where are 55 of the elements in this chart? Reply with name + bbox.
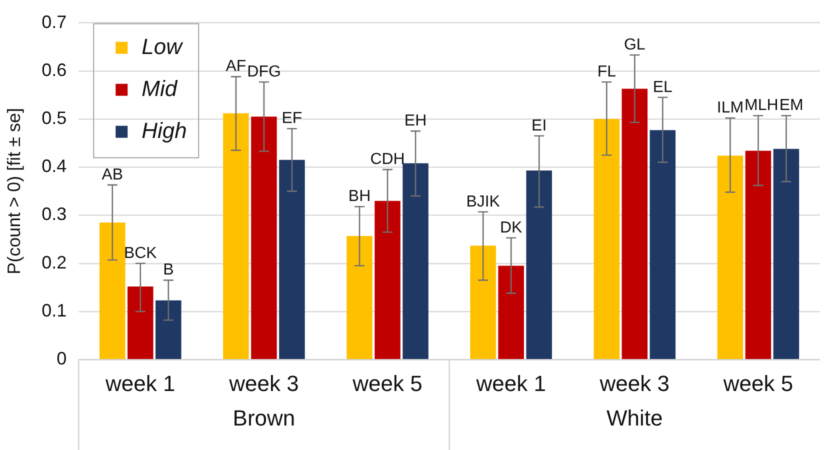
y-tick-label: 0.7: [42, 12, 67, 32]
bar: [594, 119, 620, 359]
data-label: EF: [282, 110, 302, 128]
bar: [223, 113, 249, 359]
bar: [498, 266, 524, 359]
data-label: DK: [500, 219, 523, 236]
data-label: ILM: [716, 99, 744, 116]
y-tick-label: 0.4: [42, 156, 67, 176]
x-tick-label: week 5: [352, 370, 422, 396]
data-label: BJIK: [466, 193, 500, 210]
bar: [622, 88, 648, 359]
y-tick-label: 0.2: [42, 252, 67, 272]
data-label: EM: [779, 97, 804, 114]
legend-label: Mid: [142, 76, 178, 101]
data-label: GL: [624, 36, 646, 54]
bar: [717, 156, 744, 359]
x-tick-label: week 3: [228, 370, 299, 396]
legend-label: Low: [142, 34, 184, 59]
bar: [402, 163, 428, 359]
data-label: AF: [226, 58, 246, 76]
data-label: AB: [102, 166, 124, 184]
x-tick-label: week 1: [104, 370, 176, 396]
bar: [128, 286, 154, 359]
data-label: EL: [652, 78, 673, 96]
bar: [526, 170, 552, 359]
y-tick-label: 0.3: [42, 204, 67, 224]
data-label: EH: [404, 112, 427, 130]
y-tick-label: 0: [56, 348, 67, 369]
text: White: [606, 406, 663, 431]
bar: [279, 160, 305, 359]
data-label: B: [163, 262, 174, 279]
bar: [251, 116, 277, 359]
y-axis-title: P(count > 0) [fit ± se]: [4, 108, 24, 274]
bar: [156, 300, 182, 359]
x-tick-label: week 1: [475, 370, 546, 396]
data-label: DFG: [247, 63, 281, 80]
bar: [100, 222, 126, 359]
bar: [346, 236, 372, 359]
y-tick-label: 0.6: [42, 60, 67, 80]
data-label: MLH: [744, 97, 778, 114]
y-tick-label: 0.1: [42, 300, 67, 320]
data-label: EI: [532, 117, 547, 134]
text: Brown: [232, 406, 296, 431]
bar: [650, 130, 676, 359]
x-tick-label: week 5: [722, 370, 794, 396]
bar: [745, 150, 772, 359]
legend-label: High: [142, 118, 187, 143]
data-label: FL: [597, 63, 616, 80]
x-tick-label: week 3: [598, 370, 670, 396]
bar: [470, 246, 496, 359]
y-tick-label: 0.5: [42, 108, 67, 128]
data-label: CDH: [370, 150, 405, 168]
bar: [773, 148, 800, 359]
bar: [374, 200, 400, 359]
data-label: BH: [348, 188, 371, 206]
